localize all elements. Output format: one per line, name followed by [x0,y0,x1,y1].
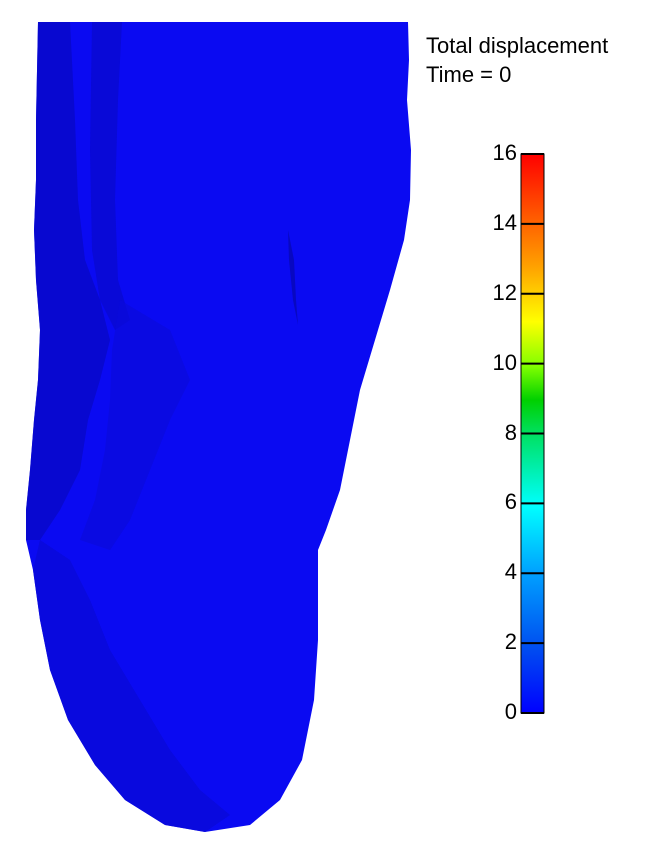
colorbar-tick-label: 14 [492,209,517,235]
colorbar-tick-label: 0 [504,699,517,724]
plot-title: Total displacement [426,33,609,58]
colorbar-tick-label: 2 [504,629,517,655]
colorbar-tick-label: 16 [492,140,517,165]
colorbar-tick-label: 10 [492,349,517,375]
colorbar-ticks [521,153,544,714]
colorbar-tick-label: 8 [504,419,517,445]
limb-shade-left [26,22,110,540]
colorbar [520,153,545,714]
limb-shade-mid [80,300,190,550]
limb-crease [288,230,298,325]
limb-shade-groove [90,22,130,330]
time-label: Time = 0 [426,62,512,87]
limb-shade-lower [33,540,230,832]
colorbar-tick-label: 4 [504,559,517,585]
colorbar-tick-label: 6 [504,489,517,515]
limb-body [26,22,411,832]
colorbar-tick-label: 12 [492,279,517,305]
